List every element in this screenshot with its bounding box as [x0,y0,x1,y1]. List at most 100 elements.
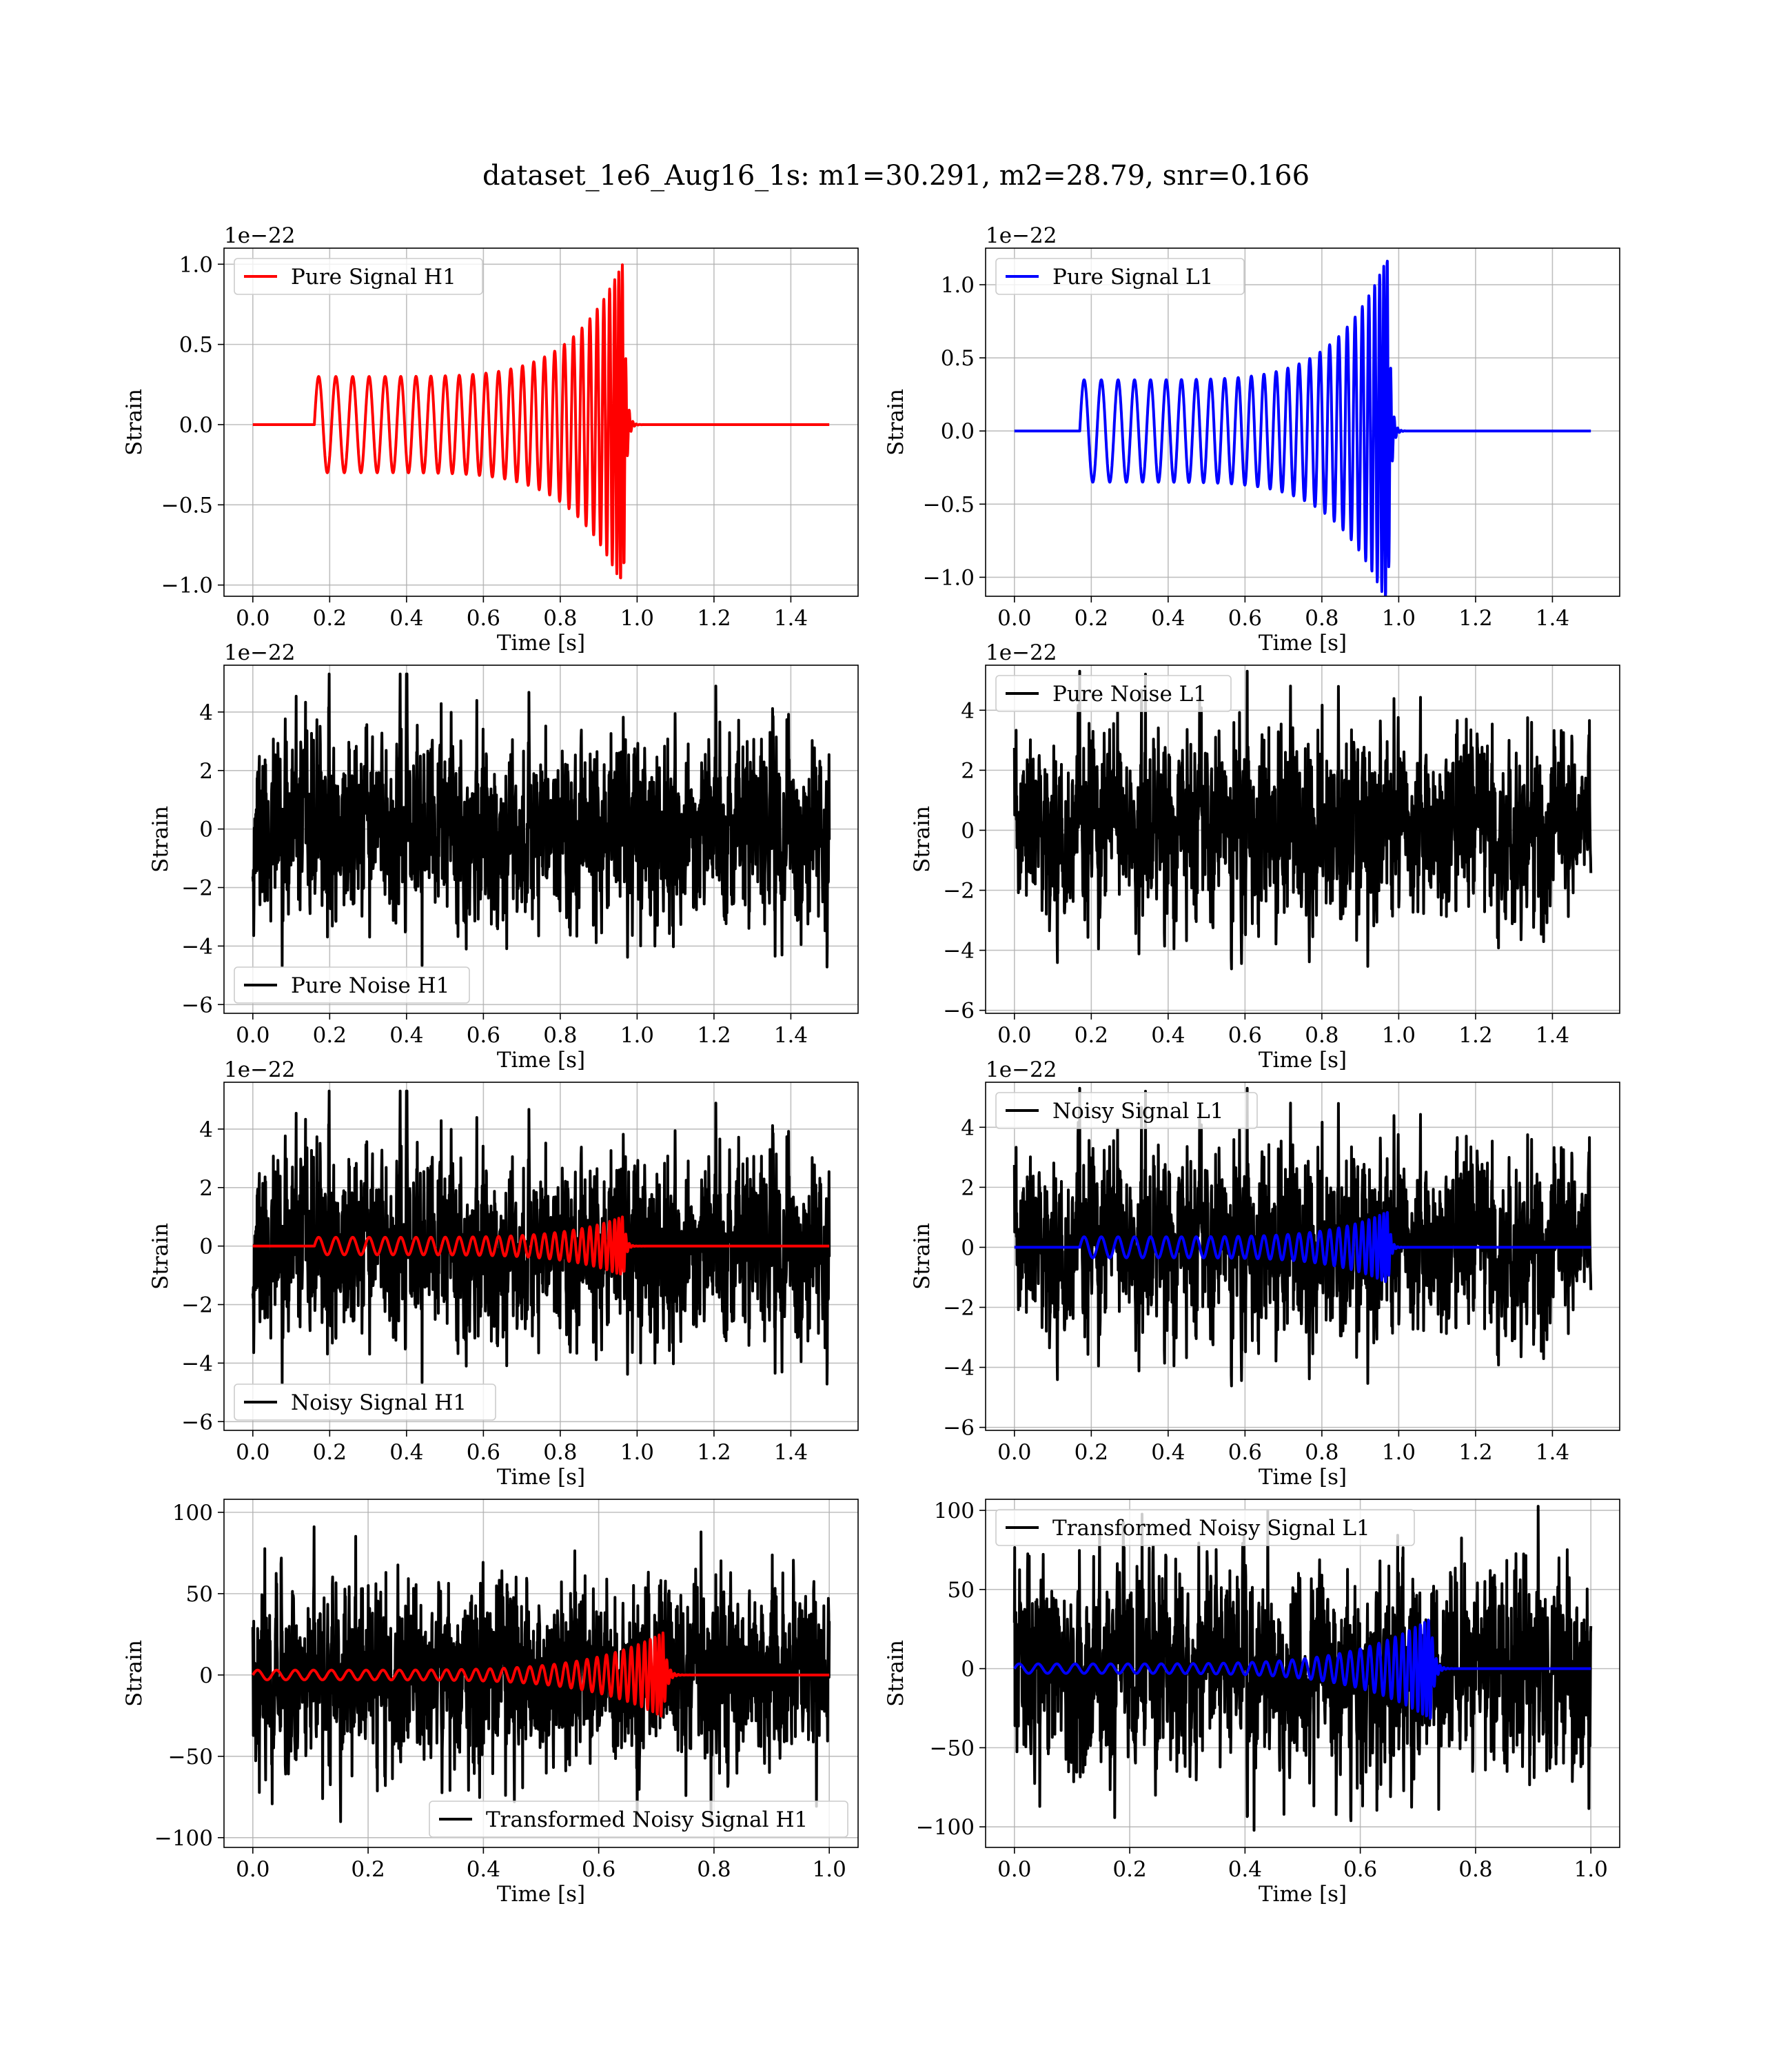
y-tick-label: 2 [199,1176,213,1201]
x-tick-label: 0.6 [467,1023,500,1048]
x-tick-label: 1.2 [1458,1023,1492,1048]
series-group [251,672,831,969]
x-tick-label: 0.2 [351,1857,385,1882]
series-line-transformed-noisy-signal-l1 [1012,1505,1593,1832]
y-tick-label: −1.0 [161,574,213,598]
series-line-noisy-signal-l1 [1012,1086,1593,1388]
y-tick-label: 2 [961,758,975,783]
x-tick-label: 1.0 [620,606,654,631]
y-axis-label: Strain [148,806,173,873]
y-tick-label: −100 [154,1826,213,1851]
legend: Noisy Signal H1 [234,1383,496,1421]
y-tick-label: −4 [181,1351,213,1376]
legend: Pure Noise H1 [234,966,470,1004]
y-axis-label: Strain [910,806,935,873]
x-tick-label: 1.0 [1382,1440,1416,1465]
y-tick-label: −2 [181,1293,213,1318]
x-tick-label: 0.4 [1151,1440,1185,1465]
x-tick-label: 0.4 [1228,1857,1262,1882]
y-tick-label: 0.0 [941,419,975,444]
y-tick-label: 0 [961,1657,975,1682]
x-tick-label: 0.4 [1151,1023,1185,1048]
y-tick-label: −6 [943,999,975,1024]
x-tick-label: 1.4 [1536,1440,1569,1465]
subplot-transformed-noisy-signal-h1: 0.0 0.2 0.4 0.6 0.8 1.0 −100 −50 0 50 100 Time [s] S… [122,1499,859,1907]
x-axis-label: Time [s] [497,631,585,656]
legend-label: Noisy Signal L1 [1052,1099,1224,1124]
legend-label: Transformed Noisy Signal L1 [1052,1516,1370,1541]
legend-frame [234,258,483,295]
plot-frame [223,1499,859,1848]
x-tick-label: 0.8 [543,1440,577,1465]
series-line-pure-noise-l1 [1012,669,1593,971]
legend-frame [995,675,1232,712]
x-tick-label: 0.4 [389,606,423,631]
y-tick-label: −4 [943,1356,975,1381]
y-offset-text: 1e−22 [986,1057,1057,1082]
y-tick-label: −6 [181,1410,213,1435]
x-tick-label: 0.8 [697,1857,731,1882]
y-tick-label: −6 [943,1416,975,1441]
x-tick-label: 0.8 [1458,1857,1492,1882]
subplot-pure-noise-l1: 0.0 0.2 0.4 0.6 0.8 1.0 1.2 1.4 −6 −4 −2 0 2 4 Time [s… [910,640,1620,1073]
x-tick-label: 1.0 [1574,1857,1608,1882]
y-tick-label: 100 [934,1499,975,1523]
x-tick-label: 1.2 [697,606,731,631]
legend: Pure Signal H1 [234,258,483,295]
y-tick-label: −0.5 [161,493,213,518]
x-tick-label: 1.0 [620,1023,654,1048]
legend-frame [234,966,470,1004]
x-axis-label: Time [s] [1259,631,1347,656]
y-axis-label: Strain [122,389,147,456]
x-tick-label: 1.2 [1458,1440,1492,1465]
x-tick-label: 0.0 [997,606,1031,631]
x-tick-label: 1.4 [774,1023,808,1048]
x-tick-label: 0.6 [467,1440,500,1465]
series-line-transformed-noisy-signal-h1 [251,1525,831,1828]
subplot-pure-noise-h1: 0.0 0.2 0.4 0.6 0.8 1.0 1.2 1.4 −6 −4 −2 0 2 4 Time [s… [148,640,859,1073]
y-tick-label: −50 [168,1745,213,1770]
y-tick-label: 50 [948,1578,975,1603]
x-tick-label: 0.0 [236,606,269,631]
legend-frame [995,1092,1258,1129]
subplot-noisy-signal-h1: 0.0 0.2 0.4 0.6 0.8 1.0 1.2 1.4 −6 −4 −2 0 2 4 Time [s… [148,1057,859,1490]
plot-frame [223,665,859,1014]
x-tick-label: 0.2 [1075,606,1108,631]
y-tick-label: 0.5 [941,346,975,371]
series-group [252,263,831,580]
y-offset-text: 1e−22 [224,1057,296,1082]
y-tick-label: 0.0 [179,413,213,438]
y-tick-label: 0 [199,818,213,842]
y-tick-label: 2 [199,759,213,784]
series-group [1012,1086,1593,1388]
x-tick-label: 1.2 [697,1023,731,1048]
y-tick-label: 4 [961,698,975,723]
y-tick-label: −100 [916,1815,975,1840]
y-tick-label: 0 [961,1235,975,1260]
x-tick-label: 0.0 [236,1023,269,1048]
x-axis-label: Time [s] [1259,1465,1347,1490]
plot-frame [985,1082,1620,1431]
y-tick-label: 0 [199,1663,213,1688]
y-offset-text: 1e−22 [986,223,1057,248]
x-tick-label: 0.0 [997,1857,1031,1882]
y-axis-label: Strain [148,1223,173,1290]
x-axis-label: Time [s] [1259,1048,1347,1073]
x-tick-label: 0.4 [389,1023,423,1048]
legend: Transformed Noisy Signal H1 [429,1801,848,1838]
legend: Pure Signal L1 [995,258,1245,295]
x-tick-label: 0.4 [467,1857,500,1882]
legend: Pure Noise L1 [995,675,1232,712]
legend-label: Pure Signal L1 [1052,265,1213,290]
plot-frame [985,247,1620,597]
legend-label: Noisy Signal H1 [291,1390,467,1415]
y-axis-label: Strain [122,1640,147,1707]
y-tick-label: −50 [930,1736,975,1761]
legend-frame [995,1509,1415,1546]
series-line-pure-signal-h1 [252,263,831,580]
y-tick-label: −6 [181,993,213,1017]
series-group [251,1525,831,1828]
y-tick-label: 4 [199,1117,213,1142]
y-tick-label: 0 [961,818,975,843]
